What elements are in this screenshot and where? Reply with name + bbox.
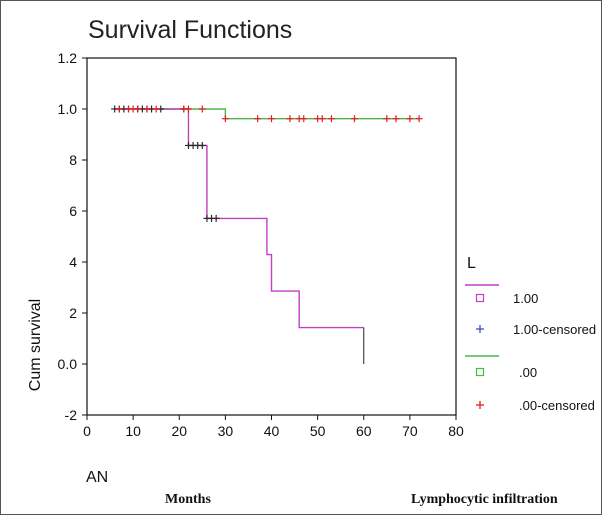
censor-mark (184, 105, 192, 113)
y-tick-label: 2 (69, 305, 77, 321)
censor-mark (268, 115, 275, 123)
censor-mark (254, 115, 262, 123)
x-tick-label: 80 (448, 423, 464, 439)
censor-mark (152, 105, 160, 113)
x-tick-label: 10 (125, 423, 141, 439)
y-tick-label: 6 (69, 203, 77, 219)
censor-mark (392, 115, 400, 123)
censor-mark (351, 115, 359, 123)
x-tick-label: 60 (356, 423, 372, 439)
legend-item: .00-censored (476, 398, 595, 413)
y-axis-label: Cum survival (27, 299, 44, 391)
y-tick-label: -2 (65, 407, 78, 423)
x-tick-label: 70 (402, 423, 418, 439)
x-tick-label: 0 (83, 423, 91, 439)
x-tick-label: 50 (310, 423, 326, 439)
censor-mark (300, 115, 308, 123)
y-tick-label: 1.0 (58, 101, 78, 117)
an-label: AN (86, 469, 108, 486)
series-layer (111, 105, 423, 364)
legend: L 1.00 1.00-censored .00 .00-censored (465, 255, 596, 413)
censor-mark (327, 115, 335, 123)
legend-item: 1.00-censored (476, 322, 596, 337)
x-axis: 0 10 20 30 40 50 60 70 80 (83, 415, 464, 439)
group-caption: Lymphocytic infiltration (411, 492, 558, 507)
series-line-l100 (114, 108, 364, 329)
x-tick-label: 40 (264, 423, 280, 439)
y-tick-label: 4 (69, 254, 77, 270)
legend-label: .00-censored (519, 398, 595, 413)
censor-mark (221, 115, 229, 123)
chart-title: Survival Functions (88, 16, 292, 44)
censor-mark (143, 105, 151, 113)
censor-mark (286, 115, 294, 123)
y-axis: 1.2 1.0 8 6 4 2 0.0 -2 (58, 50, 87, 423)
censor-mark (134, 105, 142, 113)
legend-label: 1.00 (513, 291, 538, 306)
censor-mark (115, 105, 123, 113)
x-axis-caption: Months (165, 492, 211, 507)
censor-mark (415, 115, 423, 123)
legend-square-marker (475, 367, 485, 377)
legend-square-marker (475, 293, 485, 303)
y-tick-label: 1.2 (58, 50, 78, 66)
censor-mark (406, 115, 414, 123)
legend-item: .00 (465, 355, 537, 380)
censor-mark (198, 105, 206, 113)
legend-label: 1.00-censored (513, 322, 596, 337)
legend-item: 1.00 (465, 284, 538, 306)
censor-mark (383, 115, 391, 123)
x-tick-label: 30 (218, 423, 234, 439)
censor-mark (198, 141, 206, 149)
censor-mark (212, 214, 220, 222)
legend-label: .00 (519, 365, 537, 380)
y-tick-label: 8 (69, 152, 77, 168)
y-tick-label: 0.0 (58, 356, 78, 372)
x-tick-label: 20 (171, 423, 187, 439)
censor-mark (318, 115, 326, 123)
legend-title: L (467, 255, 476, 272)
